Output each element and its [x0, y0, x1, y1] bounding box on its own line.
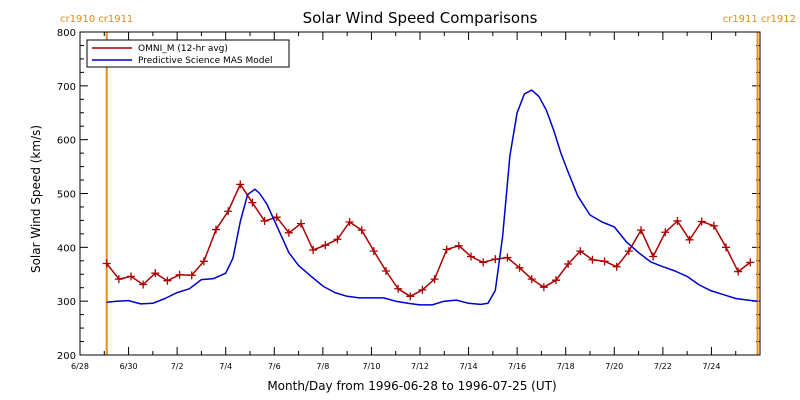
- data-point-marker: [576, 247, 585, 256]
- data-point-marker: [151, 269, 160, 278]
- data-point-marker: [382, 267, 390, 276]
- x-axis-label: Month/Day from 1996-06-28 to 1996-07-25 …: [267, 379, 556, 393]
- carrington-markers: [105, 32, 759, 355]
- data-point-marker: [539, 283, 548, 292]
- data-point-marker: [564, 260, 573, 269]
- data-point-marker: [163, 276, 172, 285]
- data-point-marker: [114, 275, 123, 284]
- data-point-marker: [394, 284, 403, 293]
- data-point-marker: [673, 216, 682, 225]
- data-point-marker: [746, 258, 755, 267]
- x-tick-label: 6/28: [71, 362, 89, 371]
- data-point-marker: [236, 180, 245, 189]
- x-tick-label: 7/16: [508, 362, 526, 371]
- data-point-marker: [515, 263, 524, 272]
- data-point-marker: [527, 275, 536, 284]
- x-tick-label: 7/6: [268, 362, 281, 371]
- plot-frame: [79, 31, 761, 356]
- legend: OMNI_M (12-hr avg) Predictive Science MA…: [86, 39, 290, 68]
- y-tick-label: 800: [57, 28, 76, 39]
- data-point-marker: [624, 247, 633, 256]
- data-point-marker: [588, 255, 597, 264]
- legend-label-mas: Predictive Science MAS Model: [138, 56, 273, 66]
- data-point-marker: [552, 276, 560, 285]
- data-point-marker: [491, 255, 500, 264]
- data-point-marker: [600, 257, 609, 266]
- x-tick-label: 7/8: [316, 362, 329, 371]
- data-point-marker: [175, 270, 184, 279]
- data-point-marker: [467, 252, 475, 261]
- x-tick-label: 7/22: [654, 362, 672, 371]
- x-tick-label: 7/18: [557, 362, 575, 371]
- data-point-marker: [454, 241, 463, 250]
- y-tick-label: 400: [57, 243, 76, 254]
- data-point-marker: [260, 216, 269, 225]
- data-point-marker: [637, 226, 645, 235]
- data-point-marker: [248, 198, 257, 207]
- x-tick-label: 7/20: [605, 362, 623, 371]
- data-point-marker: [321, 241, 330, 250]
- data-point-marker: [612, 262, 621, 271]
- data-point-marker: [697, 217, 706, 226]
- carrington-label-right: cr1911 cr1912: [723, 14, 796, 25]
- data-point-marker: [369, 247, 378, 256]
- data-point-marker: [649, 252, 658, 261]
- data-point-marker: [127, 272, 135, 281]
- x-tick-label: 7/14: [460, 362, 478, 371]
- data-point-marker: [661, 228, 670, 237]
- data-point-marker: [357, 226, 366, 235]
- data-point-marker: [199, 257, 208, 266]
- y-tick-label: 300: [57, 297, 76, 308]
- data-point-marker: [442, 245, 451, 254]
- y-tick-label: 600: [57, 136, 76, 147]
- data-point-marker: [479, 258, 488, 267]
- data-point-marker: [430, 275, 439, 284]
- x-tick-label: 7/12: [411, 362, 429, 371]
- x-tick-label: 7/4: [219, 362, 232, 371]
- chart-title: Solar Wind Speed Comparisons: [303, 9, 538, 27]
- x-tick-label: 6/30: [120, 362, 138, 371]
- y-tick-label: 700: [57, 82, 76, 93]
- data-point-marker: [418, 285, 427, 294]
- y-tick-label: 200: [57, 351, 76, 362]
- x-tick-label: 7/2: [171, 362, 184, 371]
- series-layer: [102, 89, 758, 306]
- data-point-marker: [139, 280, 148, 289]
- data-point-marker: [309, 246, 318, 255]
- data-point-marker: [406, 292, 415, 301]
- data-point-marker: [102, 259, 111, 268]
- data-point-marker: [187, 271, 196, 280]
- data-point-marker: [284, 228, 293, 237]
- data-point-marker: [297, 219, 305, 228]
- data-point-marker: [734, 267, 743, 276]
- data-point-marker: [685, 235, 694, 244]
- series-line-0: [106, 183, 751, 298]
- data-point-marker: [272, 213, 281, 222]
- y-tick-label: 500: [57, 190, 76, 201]
- data-point-marker: [333, 235, 342, 244]
- data-point-marker: [503, 253, 512, 262]
- series-line-1: [106, 89, 758, 306]
- data-point-marker: [345, 218, 354, 227]
- x-tick-label: 7/10: [362, 362, 380, 371]
- data-point-marker: [212, 225, 220, 234]
- data-point-marker: [722, 243, 730, 252]
- axes-group: 200 300 400 500 600 700 800 6/28 6/30 7/2 7/4 7/6 7/…: [57, 28, 761, 371]
- x-tick-label: 7/24: [702, 362, 720, 371]
- carrington-label-left: cr1910 cr1911: [60, 14, 133, 25]
- y-axis-label: Solar Wind Speed (km/s): [29, 125, 43, 273]
- legend-label-omni: OMNI_M (12-hr avg): [138, 44, 228, 54]
- legend-box: [86, 39, 290, 68]
- data-point-marker: [224, 207, 233, 216]
- data-point-marker: [709, 221, 718, 230]
